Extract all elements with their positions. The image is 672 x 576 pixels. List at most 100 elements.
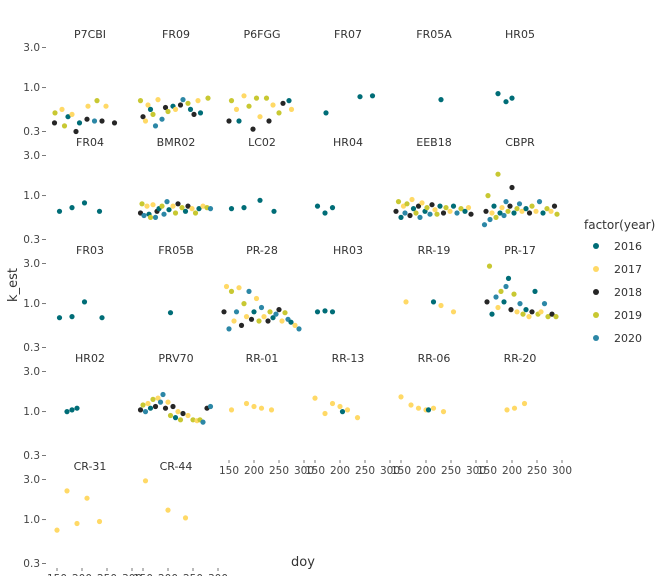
- data-point-2020: [427, 211, 433, 217]
- data-point-2020: [200, 419, 206, 425]
- data-point-2020: [454, 210, 460, 216]
- data-point-2019: [395, 199, 402, 205]
- data-point-2016: [56, 315, 63, 321]
- data-point-2016: [450, 203, 457, 209]
- data-point-2020: [258, 304, 265, 311]
- x-tick-label: 150: [219, 465, 239, 477]
- data-point-2018: [191, 111, 197, 117]
- data-point-2018: [152, 403, 159, 410]
- panel-strip-label: FR09: [162, 28, 190, 41]
- panel-strip-label: FR04: [76, 136, 104, 149]
- panel-strip-label: FR07: [334, 28, 362, 41]
- data-point-2020: [273, 311, 279, 317]
- data-point-2019: [514, 206, 520, 212]
- data-point-2018: [185, 203, 191, 209]
- data-point-2020: [207, 206, 214, 212]
- data-point-2019: [404, 201, 410, 207]
- data-point-2020: [501, 212, 507, 219]
- data-point-2018: [415, 203, 422, 209]
- data-point-2018: [99, 118, 105, 124]
- data-point-2019: [486, 263, 493, 269]
- data-point-2019: [179, 205, 185, 211]
- data-point-2017: [430, 405, 437, 411]
- data-point-2016: [147, 405, 154, 411]
- data-point-2016: [69, 407, 75, 413]
- data-point-2016: [76, 120, 83, 126]
- data-point-2020: [536, 199, 543, 205]
- data-point-2016: [167, 310, 174, 316]
- data-point-2019: [554, 211, 560, 217]
- data-point-2019: [241, 301, 247, 307]
- data-point-2016: [74, 405, 80, 411]
- panel-strip-label: RR-06: [418, 352, 451, 365]
- data-point-2017: [419, 200, 425, 206]
- data-point-2016: [236, 118, 242, 124]
- data-point-2019: [267, 309, 273, 315]
- y-tick-label: 1.0: [23, 406, 40, 418]
- data-point-2017: [354, 415, 361, 421]
- x-axis-rr-01: 150 200 250 300: [219, 460, 314, 477]
- data-point-2019: [140, 402, 146, 408]
- data-point-2016: [430, 299, 437, 305]
- x-axis-title: doy: [291, 555, 315, 570]
- x-tick-label: 250: [527, 465, 547, 477]
- data-point-2016: [147, 106, 154, 112]
- data-point-2019: [228, 98, 235, 104]
- data-point-2016: [491, 203, 497, 209]
- data-point-2016: [489, 311, 495, 317]
- y-tick-label: 0.3: [23, 342, 40, 354]
- data-point-2016: [523, 307, 529, 313]
- data-point-2017: [69, 111, 75, 117]
- y-tick-label: 3.0: [23, 474, 40, 486]
- data-point-2016: [241, 205, 247, 211]
- data-point-2018: [265, 318, 271, 324]
- panel-hr02: HR02: [64, 352, 105, 415]
- data-point-2017: [142, 478, 149, 484]
- data-point-2017: [182, 515, 189, 521]
- data-point-2019: [282, 310, 288, 316]
- x-axis-rr-20: 150 200 250 300: [477, 460, 572, 477]
- data-point-2017: [145, 400, 151, 407]
- data-point-2018: [238, 322, 245, 328]
- panel-bmr02: BMR02: [137, 136, 214, 220]
- data-point-2018: [111, 120, 118, 126]
- y-axis-row-1: 0.3 1.0 3.0: [23, 42, 46, 138]
- data-point-2019: [147, 214, 154, 220]
- panel-strip-label: HR02: [75, 352, 105, 365]
- y-tick-label: 3.0: [23, 42, 40, 54]
- y-tick-label: 3.0: [23, 366, 40, 378]
- data-point-2016: [271, 208, 277, 214]
- legend-entry-2020: 2020: [593, 332, 642, 345]
- data-point-2020: [180, 97, 186, 103]
- data-point-2019: [52, 110, 58, 116]
- x-tick-label: 200: [502, 465, 522, 477]
- data-point-2019: [165, 108, 171, 115]
- data-point-2019: [498, 288, 504, 294]
- legend-label: 2018: [614, 286, 642, 299]
- data-point-2016: [339, 409, 346, 415]
- data-point-2017: [85, 103, 91, 109]
- data-point-2018: [276, 307, 282, 313]
- data-point-2016: [369, 93, 376, 99]
- panel-rr-19: RR-19: [403, 244, 457, 315]
- data-point-2019: [253, 95, 260, 101]
- data-point-2019: [529, 203, 535, 209]
- y-tick-label: 0.3: [23, 558, 40, 570]
- data-point-2016: [462, 208, 468, 214]
- data-point-2017: [432, 207, 438, 213]
- panel-cbpr: CBPR: [481, 136, 560, 228]
- data-point-2017: [200, 203, 206, 209]
- y-axis-row-3: 0.3 1.0 3.0: [23, 258, 46, 354]
- data-point-2016: [270, 315, 276, 321]
- data-point-2019: [137, 98, 144, 104]
- data-point-2017: [150, 202, 156, 208]
- data-point-2017: [233, 106, 240, 112]
- data-point-2016: [438, 97, 444, 103]
- x-tick-label: 300: [380, 465, 400, 477]
- panel-rr-13: RR-13: [312, 352, 364, 421]
- panel-fr04: FR04: [56, 136, 104, 214]
- panel-fr03: FR03: [56, 244, 105, 321]
- data-point-2016: [398, 214, 404, 220]
- x-tick-label: 250: [183, 573, 203, 576]
- data-point-2016: [251, 309, 257, 315]
